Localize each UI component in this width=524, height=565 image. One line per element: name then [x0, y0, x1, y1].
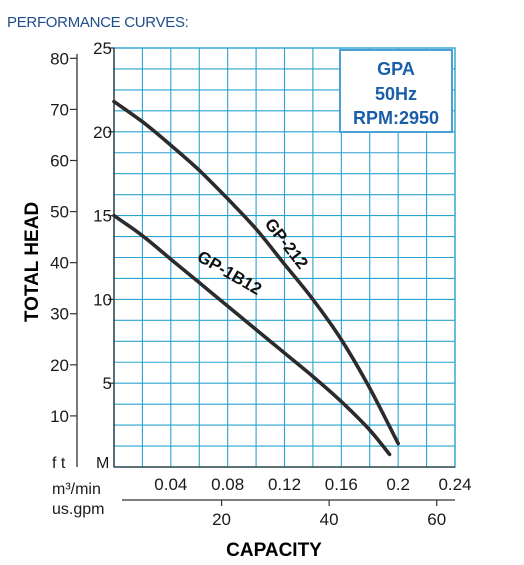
- series-label-gp-1b12: GP-1B12: [194, 247, 265, 299]
- y-tick-label-ft: 60: [50, 151, 69, 170]
- chart-header: PERFORMANCE CURVES:: [7, 14, 189, 31]
- y-tick-label-m: 5: [103, 374, 112, 393]
- y-axis-title: TOTAL HEAD: [22, 202, 43, 322]
- axes: [76, 48, 455, 501]
- y-unit-m: M: [96, 455, 109, 472]
- x-axis-title: CAPACITY: [226, 540, 322, 561]
- x-tick-label-gpm: 40: [320, 510, 339, 529]
- legend-line-model: GPA: [377, 59, 415, 79]
- legend-line-frequency: 50Hz: [375, 84, 417, 104]
- y-tick-label-m: 25: [93, 39, 112, 58]
- x-unit-usgpm: us.gpm: [52, 501, 104, 518]
- y-tick-label-ft: 10: [50, 407, 69, 426]
- x-tick-label: 0.16: [325, 475, 358, 494]
- x-tick-label-gpm: 60: [427, 510, 446, 529]
- y-tick-label-m: 10: [93, 290, 112, 309]
- x-tick-label: 0.04: [154, 475, 187, 494]
- x-tick-label: 0.24: [438, 475, 471, 494]
- legend-box-border: [339, 49, 453, 133]
- y-tick-label-ft: 50: [50, 203, 69, 222]
- legend-line-rpm: RPM:2950: [353, 108, 439, 128]
- y-tick-label-ft: 70: [50, 100, 69, 119]
- y-tick-label-m: 20: [93, 123, 112, 142]
- y-tick-label-ft: 30: [50, 305, 69, 324]
- series-line-gp-1b12: [112, 213, 392, 457]
- y-tick-label-m: 15: [93, 207, 112, 226]
- y-tick-label-ft: 20: [50, 356, 69, 375]
- tick-labels: 10 20 30 40 50 60 70 80 5 10 15 20 25 0.04 0.08 0.12 0.1…: [50, 39, 471, 529]
- x-tick-label-gpm: 20: [212, 510, 231, 529]
- y-tick-label-ft: 80: [50, 49, 69, 68]
- x-tick-label: 0.2: [386, 475, 410, 494]
- series-line-gp-212: [112, 99, 400, 446]
- y-tick-label-ft: 40: [50, 254, 69, 273]
- legend-box: GPA 50Hz RPM:2950: [339, 49, 453, 133]
- y-unit-ft: f t: [52, 455, 66, 472]
- series-lines: [112, 99, 400, 457]
- x-tick-label: 0.08: [211, 475, 244, 494]
- x-unit-m3min: m³/min: [52, 481, 101, 498]
- x-tick-label: 0.12: [268, 475, 301, 494]
